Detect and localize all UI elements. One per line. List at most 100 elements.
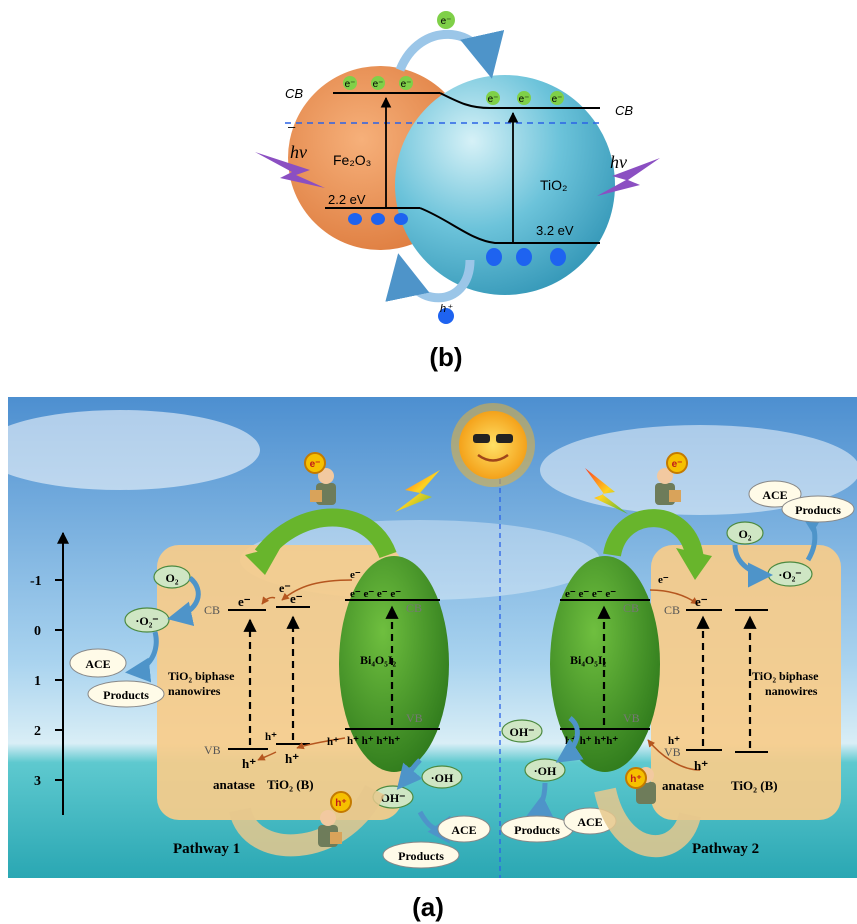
electron-return-arrow-1 xyxy=(254,508,397,561)
tio2-sphere xyxy=(395,75,615,295)
electron-icon xyxy=(399,76,413,90)
products-label: Products xyxy=(795,503,841,517)
electron-label: e⁻ xyxy=(552,94,563,105)
electron-label: e⁻ xyxy=(488,94,499,105)
fe-electrons: e⁻ e⁻ e⁻ xyxy=(343,76,413,90)
fe-gap-label: 2.2 eV xyxy=(328,192,366,207)
ace-label: ACE xyxy=(451,823,476,837)
oxidation-arrow xyxy=(396,758,423,790)
o2-radical-label: ·O₂⁻ xyxy=(135,614,158,628)
tio2b-label: TiO₂ (B) xyxy=(267,777,314,792)
ti-gap-label: 3.2 eV xyxy=(536,223,574,238)
light-bolt-icon xyxy=(255,152,325,188)
bi4o5i2-label: Bi₄O₅I₂ xyxy=(570,653,607,667)
hole-label: h⁺ xyxy=(242,756,256,771)
products-cloud xyxy=(781,495,855,523)
hole-label: h⁺ xyxy=(265,731,277,743)
products-label: Products xyxy=(398,849,444,863)
degradation-arrow xyxy=(125,631,159,683)
vb-label: VB xyxy=(204,743,221,757)
sun-icon xyxy=(451,403,535,487)
tio2b-label: TiO₂ (B) xyxy=(731,778,778,793)
electron-label: e⁻ xyxy=(658,574,669,586)
hole-icon xyxy=(516,248,532,266)
ti-cb-line xyxy=(439,92,600,109)
electron-icon xyxy=(486,91,500,105)
panel-b-label: (b) xyxy=(429,342,462,372)
light-bolt-icon xyxy=(597,158,660,196)
electron-transfer-arrow xyxy=(395,29,505,79)
electron-label: e⁻ xyxy=(519,94,530,105)
ace-cloud xyxy=(437,815,491,843)
green-arrowhead-2 xyxy=(676,548,712,580)
degradation-arrow xyxy=(525,782,554,818)
ti-electrons: e⁻ e⁻ e⁻ xyxy=(486,91,564,105)
hole-label: h⁺ xyxy=(327,736,339,748)
electron-icon xyxy=(517,91,531,105)
hole-return-arrow-2 xyxy=(594,787,701,858)
electron-label: e⁻ xyxy=(310,459,321,470)
light-bolt-icon xyxy=(395,470,440,512)
reduction-arrow xyxy=(732,544,773,588)
ace-label: ACE xyxy=(577,815,602,829)
cb-label-right: CB xyxy=(615,103,633,118)
electron-label: e⁻ xyxy=(290,591,303,606)
electron-label: e⁻ xyxy=(695,594,708,609)
electron-label: e⁻ xyxy=(373,79,384,90)
panel-b: e⁻ e⁻ e⁻ e⁻ e⁻ e⁻ e⁻ h⁺ CB CB xyxy=(255,11,660,324)
vb-label: VB xyxy=(406,711,423,725)
light-bolt-icon xyxy=(585,468,628,514)
hole-icon xyxy=(348,213,362,225)
oh-minus-bubble xyxy=(501,719,543,743)
carrier-character-icon: h⁺ xyxy=(625,767,656,804)
fe2o3-label: Fe₂O₃ xyxy=(333,152,371,168)
hole-transfer-arrow xyxy=(296,737,346,750)
oxidation-arrow xyxy=(555,716,584,763)
oh-minus-label: OH⁻ xyxy=(380,791,405,805)
electron-label: e⁻ xyxy=(279,581,291,595)
oh-minus-label: OH⁻ xyxy=(509,725,534,739)
hole-label: h⁺ xyxy=(668,735,680,747)
o2-label: O₂ xyxy=(739,527,752,541)
ace-label: ACE xyxy=(85,657,110,671)
pathway1-label: Pathway 1 xyxy=(173,841,240,857)
panel-a: -1 0 1 2 3 CB VB CB VB e⁻ e⁻ e⁻ xyxy=(0,397,857,878)
electron-label: e⁻ xyxy=(350,569,361,581)
cb-label: CB xyxy=(623,601,639,615)
axis-tick-label: 0 xyxy=(34,624,41,639)
hole-label: h⁺ xyxy=(630,774,641,785)
bi-electrons: e⁻ e⁻ e⁻ e⁻ xyxy=(565,588,616,600)
electron-label: e⁻ xyxy=(672,459,683,470)
ti-holes xyxy=(486,248,566,266)
electron-label: e⁻ xyxy=(401,79,412,90)
anatase-label: anatase xyxy=(213,777,255,792)
axis-tick-label: -1 xyxy=(30,574,42,589)
electron-icon xyxy=(371,76,385,90)
bi-holes: h⁺ h⁺ h⁺h⁺ xyxy=(347,735,400,747)
o2-label: O₂ xyxy=(166,571,179,585)
oh-radical-label: ·OH xyxy=(534,764,557,778)
hole-icon xyxy=(550,248,566,266)
electron-transfer-arrow xyxy=(281,579,353,601)
pathway2-label: Pathway 2 xyxy=(692,841,759,857)
oh-radical-bubble xyxy=(524,758,566,782)
tio2-box-pathway2 xyxy=(651,545,841,820)
electron-icon xyxy=(343,76,357,90)
free-hole-icon xyxy=(438,308,454,324)
cb-label: CB xyxy=(664,603,680,617)
cloud xyxy=(0,410,260,490)
nanowires-label: nanowires xyxy=(765,684,818,698)
axis-tick-label: 2 xyxy=(34,724,41,739)
products-label: Products xyxy=(514,823,560,837)
bi-electrons: e⁻ e⁻ e⁻ e⁻ xyxy=(350,588,401,600)
tio2-label: TiO₂ xyxy=(540,177,567,193)
tio2-box-pathway1 xyxy=(157,545,402,820)
axis-tick-label: 3 xyxy=(34,774,41,789)
nanowires-label: nanowires xyxy=(168,684,221,698)
vb-label: VB xyxy=(623,711,640,725)
ace-label: ACE xyxy=(762,488,787,502)
hole-label: h⁺ xyxy=(694,758,708,773)
carrier-character-icon: h⁺ xyxy=(318,791,352,847)
hole-transfer-arrow xyxy=(385,253,475,303)
